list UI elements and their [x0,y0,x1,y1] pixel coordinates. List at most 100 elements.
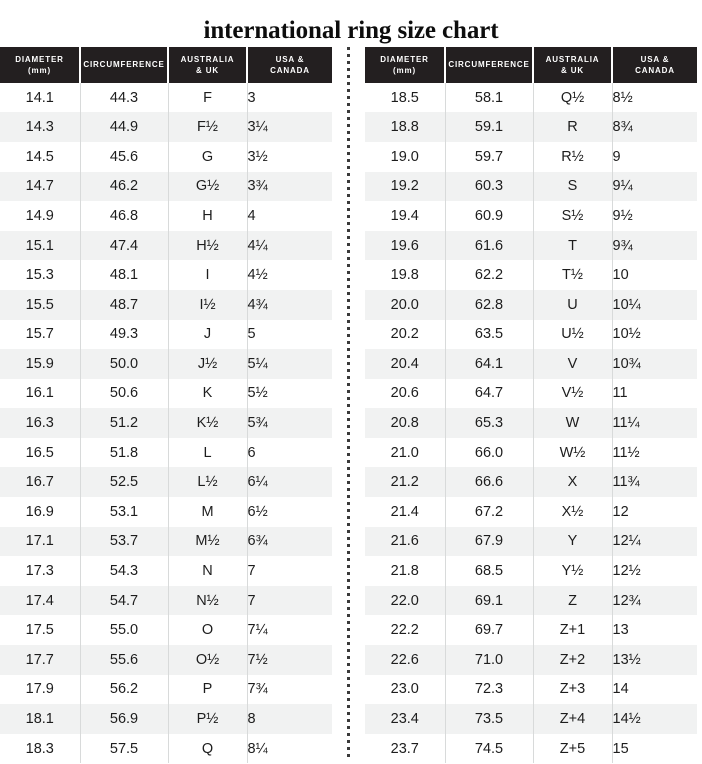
cell-diameter: 18.3 [0,733,80,764]
cell-usa-canada: 11½ [611,437,697,468]
cell-usa-canada: 3½ [246,141,332,172]
table-divider [332,46,365,764]
table-row: 20.6 64.7 V½ 11 [365,378,697,409]
cell-australia-uk: P½ [167,704,247,734]
table-row: 19.6 61.6 T 9¾ [365,230,697,261]
cell-australia-uk: V [532,349,612,379]
cell-circumference: 62.2 [444,260,533,290]
cell-diameter: 19.8 [365,260,445,290]
cell-usa-canada: 10 [611,260,697,290]
table-row: 18.1 56.9 P½ 8 [0,704,332,734]
cell-diameter: 22.0 [365,585,445,616]
cell-usa-canada: 5½ [246,378,332,409]
cell-usa-canada: 12¼ [611,526,697,557]
column-header-canada-label: CANADA [270,65,310,75]
table-row: 22.0 69.1 Z 12¾ [365,585,697,616]
cell-australia-uk: L [167,437,247,468]
cell-usa-canada: 7 [246,556,332,586]
cell-usa-canada: 7¾ [246,674,332,705]
table-row: 17.9 56.2 P 7¾ [0,674,332,705]
cell-diameter: 21.0 [365,437,445,468]
table-row: 21.4 67.2 X½ 12 [365,497,697,527]
cell-australia-uk: J [167,319,247,350]
cell-australia-uk: Z [532,585,612,616]
cell-circumference: 71.0 [444,645,533,675]
table-body-right: 18.5 58.1 Q½ 8½ 18.8 59.1 R 8¾ 19.0 59.7 R½ 9 19.2 60… [365,82,697,764]
column-header-uk-label: & UK [196,65,219,75]
cell-circumference: 67.9 [444,526,533,557]
cell-circumference: 48.7 [79,289,168,320]
cell-diameter: 15.9 [0,349,80,379]
table-row: 18.8 59.1 R 8¾ [365,112,697,142]
cell-diameter: 20.6 [365,378,445,409]
column-header-australia-label: AUSTRALIA [545,54,600,64]
cell-diameter: 15.1 [0,230,80,261]
table-row: 21.6 67.9 Y 12¼ [365,526,697,557]
cell-diameter: 16.9 [0,497,80,527]
cell-circumference: 54.3 [79,556,168,586]
table-row: 20.2 63.5 U½ 10½ [365,319,697,350]
cell-circumference: 59.7 [444,141,533,172]
cell-australia-uk: H½ [167,230,247,261]
cell-australia-uk: U½ [532,319,612,350]
cell-australia-uk: L½ [167,467,247,498]
cell-diameter: 22.6 [365,645,445,675]
cell-australia-uk: Q [167,733,247,764]
cell-usa-canada: 5¾ [246,408,332,438]
table-row: 17.7 55.6 O½ 7½ [0,645,332,675]
table-row: 14.9 46.8 H 4 [0,201,332,231]
table-row: 15.3 48.1 I 4½ [0,260,332,290]
cell-australia-uk: G½ [167,171,247,202]
cell-circumference: 44.3 [79,82,168,113]
cell-diameter: 21.8 [365,556,445,586]
cell-australia-uk: Z+1 [532,615,612,646]
cell-usa-canada: 9½ [611,201,697,231]
column-header-diameter-label: DIAMETER [380,54,429,64]
cell-australia-uk: N [167,556,247,586]
table-row: 21.0 66.0 W½ 11½ [365,437,697,468]
cell-australia-uk: R [532,112,612,142]
table-row: 23.0 72.3 Z+3 14 [365,674,697,705]
table-header-row: DIAMETER (mm) CIRCUMFERENCE AUSTRALIA & … [365,46,697,83]
cell-diameter: 17.1 [0,526,80,557]
cell-australia-uk: I [167,260,247,290]
cell-diameter: 15.7 [0,319,80,350]
cell-usa-canada: 10¼ [611,289,697,320]
column-header-usa-label: USA & [275,54,305,64]
column-header-canada-label: CANADA [635,65,675,75]
cell-diameter: 20.0 [365,289,445,320]
cell-circumference: 50.6 [79,378,168,409]
column-header-diameter-unit: (mm) [393,65,416,75]
cell-usa-canada: 6 [246,437,332,468]
table-row: 21.8 68.5 Y½ 12½ [365,556,697,586]
column-header-diameter-label: DIAMETER [15,54,64,64]
cell-usa-canada: 12 [611,497,697,527]
column-header-australia-uk: AUSTRALIA & UK [532,46,612,83]
column-header-diameter: DIAMETER (mm) [365,46,445,83]
cell-australia-uk: N½ [167,585,247,616]
cell-australia-uk: I½ [167,289,247,320]
cell-usa-canada: 3¾ [246,171,332,202]
cell-australia-uk: S½ [532,201,612,231]
table-row: 15.5 48.7 I½ 4¾ [0,289,332,320]
cell-circumference: 67.2 [444,497,533,527]
cell-australia-uk: Z+2 [532,645,612,675]
cell-australia-uk: K½ [167,408,247,438]
cell-diameter: 17.5 [0,615,80,646]
cell-circumference: 64.7 [444,378,533,409]
ring-size-chart-body: DIAMETER (mm) CIRCUMFERENCE AUSTRALIA & … [0,46,702,764]
cell-usa-canada: 9¾ [611,230,697,261]
cell-usa-canada: 10¾ [611,349,697,379]
table-row: 15.7 49.3 J 5 [0,319,332,350]
cell-australia-uk: S [532,171,612,202]
cell-diameter: 19.4 [365,201,445,231]
cell-usa-canada: 8¼ [246,733,332,764]
cell-circumference: 65.3 [444,408,533,438]
table-body-left: 14.1 44.3 F 3 14.3 44.9 F½ 3¼ 14.5 45.6 G 3½ 14.7 46.… [0,82,332,764]
cell-circumference: 64.1 [444,349,533,379]
cell-usa-canada: 11 [611,378,697,409]
cell-diameter: 16.7 [0,467,80,498]
table-row: 23.7 74.5 Z+5 15 [365,733,697,764]
cell-circumference: 55.6 [79,645,168,675]
cell-diameter: 20.4 [365,349,445,379]
